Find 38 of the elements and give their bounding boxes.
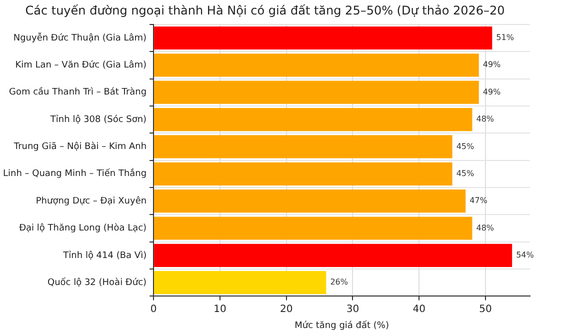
- data-label: 47%: [470, 196, 488, 206]
- x-tick-label: 20: [280, 304, 293, 315]
- bar: [154, 80, 479, 104]
- y-tick-label: Kim Lan – Văn Đức (Gia Lâm): [15, 60, 147, 71]
- x-tick-label: 0: [150, 304, 157, 315]
- bar: [154, 190, 466, 213]
- bar: [154, 54, 479, 77]
- y-tick-label: Phượng Dực – Đại Xuyên: [36, 195, 147, 206]
- data-label: 45%: [456, 142, 475, 151]
- data-label: 54%: [516, 250, 534, 260]
- data-label: 48%: [476, 114, 494, 124]
- y-tick-label: Trung Giã – Nội Bài – Kim Anh: [12, 141, 147, 152]
- data-label: 26%: [330, 278, 348, 287]
- y-tick-label: Đại lộ Thăng Long (Hòa Lạc): [19, 222, 147, 234]
- y-tick-label: Nguyễn Đức Thuận (Gia Lâm): [13, 32, 147, 44]
- bar: [154, 244, 512, 267]
- data-label: 48%: [476, 223, 494, 232]
- data-label: 51%: [496, 33, 514, 42]
- chart-title: Các tuyến đường ngoại thành Hà Nội có giá đất tăng 25–50% (Dự thảo 2026–20: [25, 3, 505, 18]
- x-axis-title: Mức tăng giá đất (%): [294, 320, 389, 331]
- data-label: 49%: [482, 87, 502, 96]
- x-tick-label: 40: [412, 304, 426, 315]
- x-tick-label: 50: [479, 304, 492, 315]
- x-tick-label: 30: [346, 304, 360, 315]
- bar: [154, 216, 472, 240]
- bar: [154, 26, 492, 50]
- bar: [154, 135, 452, 158]
- y-tick-label: Quốc lộ 32 (Hoài Đức): [47, 276, 147, 288]
- bar: [154, 162, 452, 186]
- y-tick-label: Tỉnh lộ 414 (Ba Vì): [62, 250, 147, 261]
- bar: [154, 108, 472, 132]
- x-tick-label: 10: [214, 304, 226, 315]
- y-tick-label: Linh – Quang Minh – Tiến Thắng: [3, 168, 147, 180]
- y-tick-label: Gom cầu Thanh Trì – Bát Tràng: [8, 86, 147, 98]
- data-label: 45%: [456, 168, 475, 178]
- bar: [154, 271, 326, 294]
- data-label: 49%: [482, 60, 502, 70]
- y-tick-label: Tỉnh lộ 308 (Sóc Sơn): [49, 114, 147, 125]
